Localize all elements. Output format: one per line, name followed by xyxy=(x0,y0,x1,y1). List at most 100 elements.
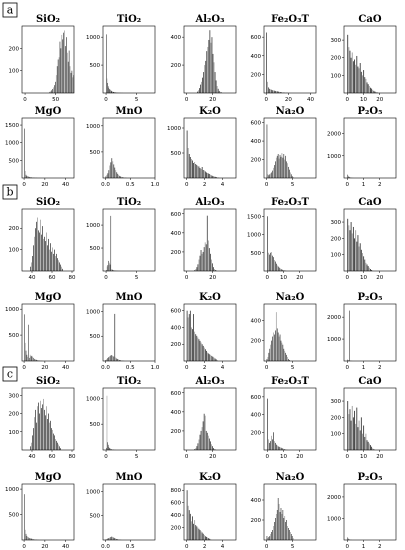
y-tick-label: 200 xyxy=(331,56,342,62)
x-tick-label: 0 xyxy=(104,97,108,103)
chart-title: Na₂O xyxy=(276,472,305,483)
histogram-bar xyxy=(25,174,27,178)
y-tick-label: 1000 xyxy=(327,337,341,343)
histogram-bar xyxy=(35,359,37,361)
histogram-bar xyxy=(61,266,62,271)
histogram-bar xyxy=(271,435,272,450)
histogram-bar xyxy=(269,348,271,361)
histogram-bar xyxy=(351,405,353,450)
histogram-bar xyxy=(52,247,53,271)
y-tick-label: 600 xyxy=(171,212,182,218)
x-tick-label: 0 xyxy=(265,365,269,371)
histogram-bar xyxy=(188,314,190,361)
y-tick-label: 200 xyxy=(251,518,262,524)
x-tick-label: 10 xyxy=(360,97,367,103)
histogram-bar xyxy=(110,355,112,361)
histogram-bar xyxy=(349,50,351,93)
x-tick-label: 40 xyxy=(29,454,36,460)
histogram-bar xyxy=(112,91,113,93)
histogram-bar xyxy=(289,530,290,540)
histogram-bar xyxy=(358,420,360,450)
histogram-bar xyxy=(36,221,37,271)
histogram-bar xyxy=(111,158,113,178)
histogram-bar xyxy=(356,55,358,93)
histogram-bar xyxy=(202,421,204,450)
histogram-bar xyxy=(210,253,211,271)
histogram-bar xyxy=(270,344,272,361)
plot-frame xyxy=(343,117,397,179)
histogram-bar xyxy=(108,170,110,178)
histogram-bar xyxy=(195,334,197,361)
chart-title: K₂O xyxy=(199,472,221,483)
histogram-bar xyxy=(200,169,202,178)
histogram-k2o: K₂O 0 2 4 200 400 600 xyxy=(171,292,237,371)
histogram-fe2o3t: Fe₂O₃T 0 10 20 500 1000 1500 xyxy=(247,197,317,281)
histogram-bar xyxy=(186,310,188,361)
y-tick-label: 500 xyxy=(251,251,262,257)
histogram-bar xyxy=(54,435,55,450)
chart-title: Na₂O xyxy=(276,106,305,117)
x-tick-label: 0 xyxy=(104,454,108,460)
y-tick-label: 1000 xyxy=(86,309,100,315)
histogram-bar xyxy=(52,429,53,450)
y-tick-label: 1000 xyxy=(86,124,100,130)
histogram-bar xyxy=(44,236,45,271)
histogram-bar xyxy=(367,266,369,271)
histogram-bar xyxy=(279,512,281,540)
histogram-cao: CaO 0 10 20 100 200 300 xyxy=(331,14,397,103)
y-tick-label: 1000 xyxy=(327,154,341,160)
histogram-bar xyxy=(363,425,365,450)
x-tick-label: 20 xyxy=(296,454,303,460)
histogram-bar xyxy=(267,538,269,540)
chart-title: SiO₂ xyxy=(36,14,60,25)
x-tick-label: 0 xyxy=(346,544,350,550)
histogram-bar xyxy=(26,354,28,361)
x-tick-label: 20 xyxy=(285,97,292,103)
histogram-bar xyxy=(55,81,56,93)
chart-title: Fe₂O₃T xyxy=(271,197,309,208)
histogram-bar xyxy=(350,420,352,450)
histogram-bar xyxy=(70,72,72,93)
chart-title: MnO xyxy=(115,472,142,483)
histogram-bar xyxy=(286,161,287,178)
histogram-bar xyxy=(348,47,350,93)
histogram-cao: CaO 0 10 20 100 200 300 xyxy=(331,197,397,281)
histogram-bar xyxy=(106,174,108,178)
y-tick-label: 1000 xyxy=(86,223,100,229)
histogram-bar xyxy=(31,538,33,540)
histogram-bar xyxy=(270,252,271,271)
histogram-bar xyxy=(31,355,33,361)
histogram-bar xyxy=(199,340,201,361)
histogram-bar xyxy=(198,259,200,271)
histogram-bar xyxy=(269,174,271,178)
y-tick-label: 100 xyxy=(331,73,342,79)
histogram-bar xyxy=(33,357,34,361)
histogram-bar xyxy=(200,430,202,450)
y-tick-label: 1500 xyxy=(247,214,261,220)
histogram-bar xyxy=(275,330,276,361)
histogram-bar xyxy=(284,516,286,540)
histogram-bar xyxy=(110,90,111,93)
y-tick-label: 1500 xyxy=(5,123,19,129)
histogram-bar xyxy=(107,86,109,93)
histogram-bar xyxy=(205,60,207,93)
histogram-bar xyxy=(200,250,202,271)
histogram-bar xyxy=(60,48,62,93)
x-tick-label: 0.0 xyxy=(101,544,110,550)
y-tick-label: 400 xyxy=(251,498,262,504)
histogram-bar xyxy=(268,352,270,361)
histogram-bar xyxy=(267,356,269,361)
histogram-bar xyxy=(365,433,367,450)
histogram-bar xyxy=(204,536,206,540)
histogram-bar xyxy=(351,52,353,93)
histogram-bar xyxy=(41,408,42,450)
histogram-bar xyxy=(200,342,202,361)
histogram-bar xyxy=(38,230,39,271)
histogram-bar xyxy=(349,310,350,361)
histogram-bar xyxy=(274,334,275,361)
histogram-bar xyxy=(43,398,44,450)
histogram-bar xyxy=(273,90,274,93)
histogram-bar xyxy=(25,533,27,540)
histogram-bar xyxy=(275,518,276,540)
histogram-bar xyxy=(107,173,109,178)
